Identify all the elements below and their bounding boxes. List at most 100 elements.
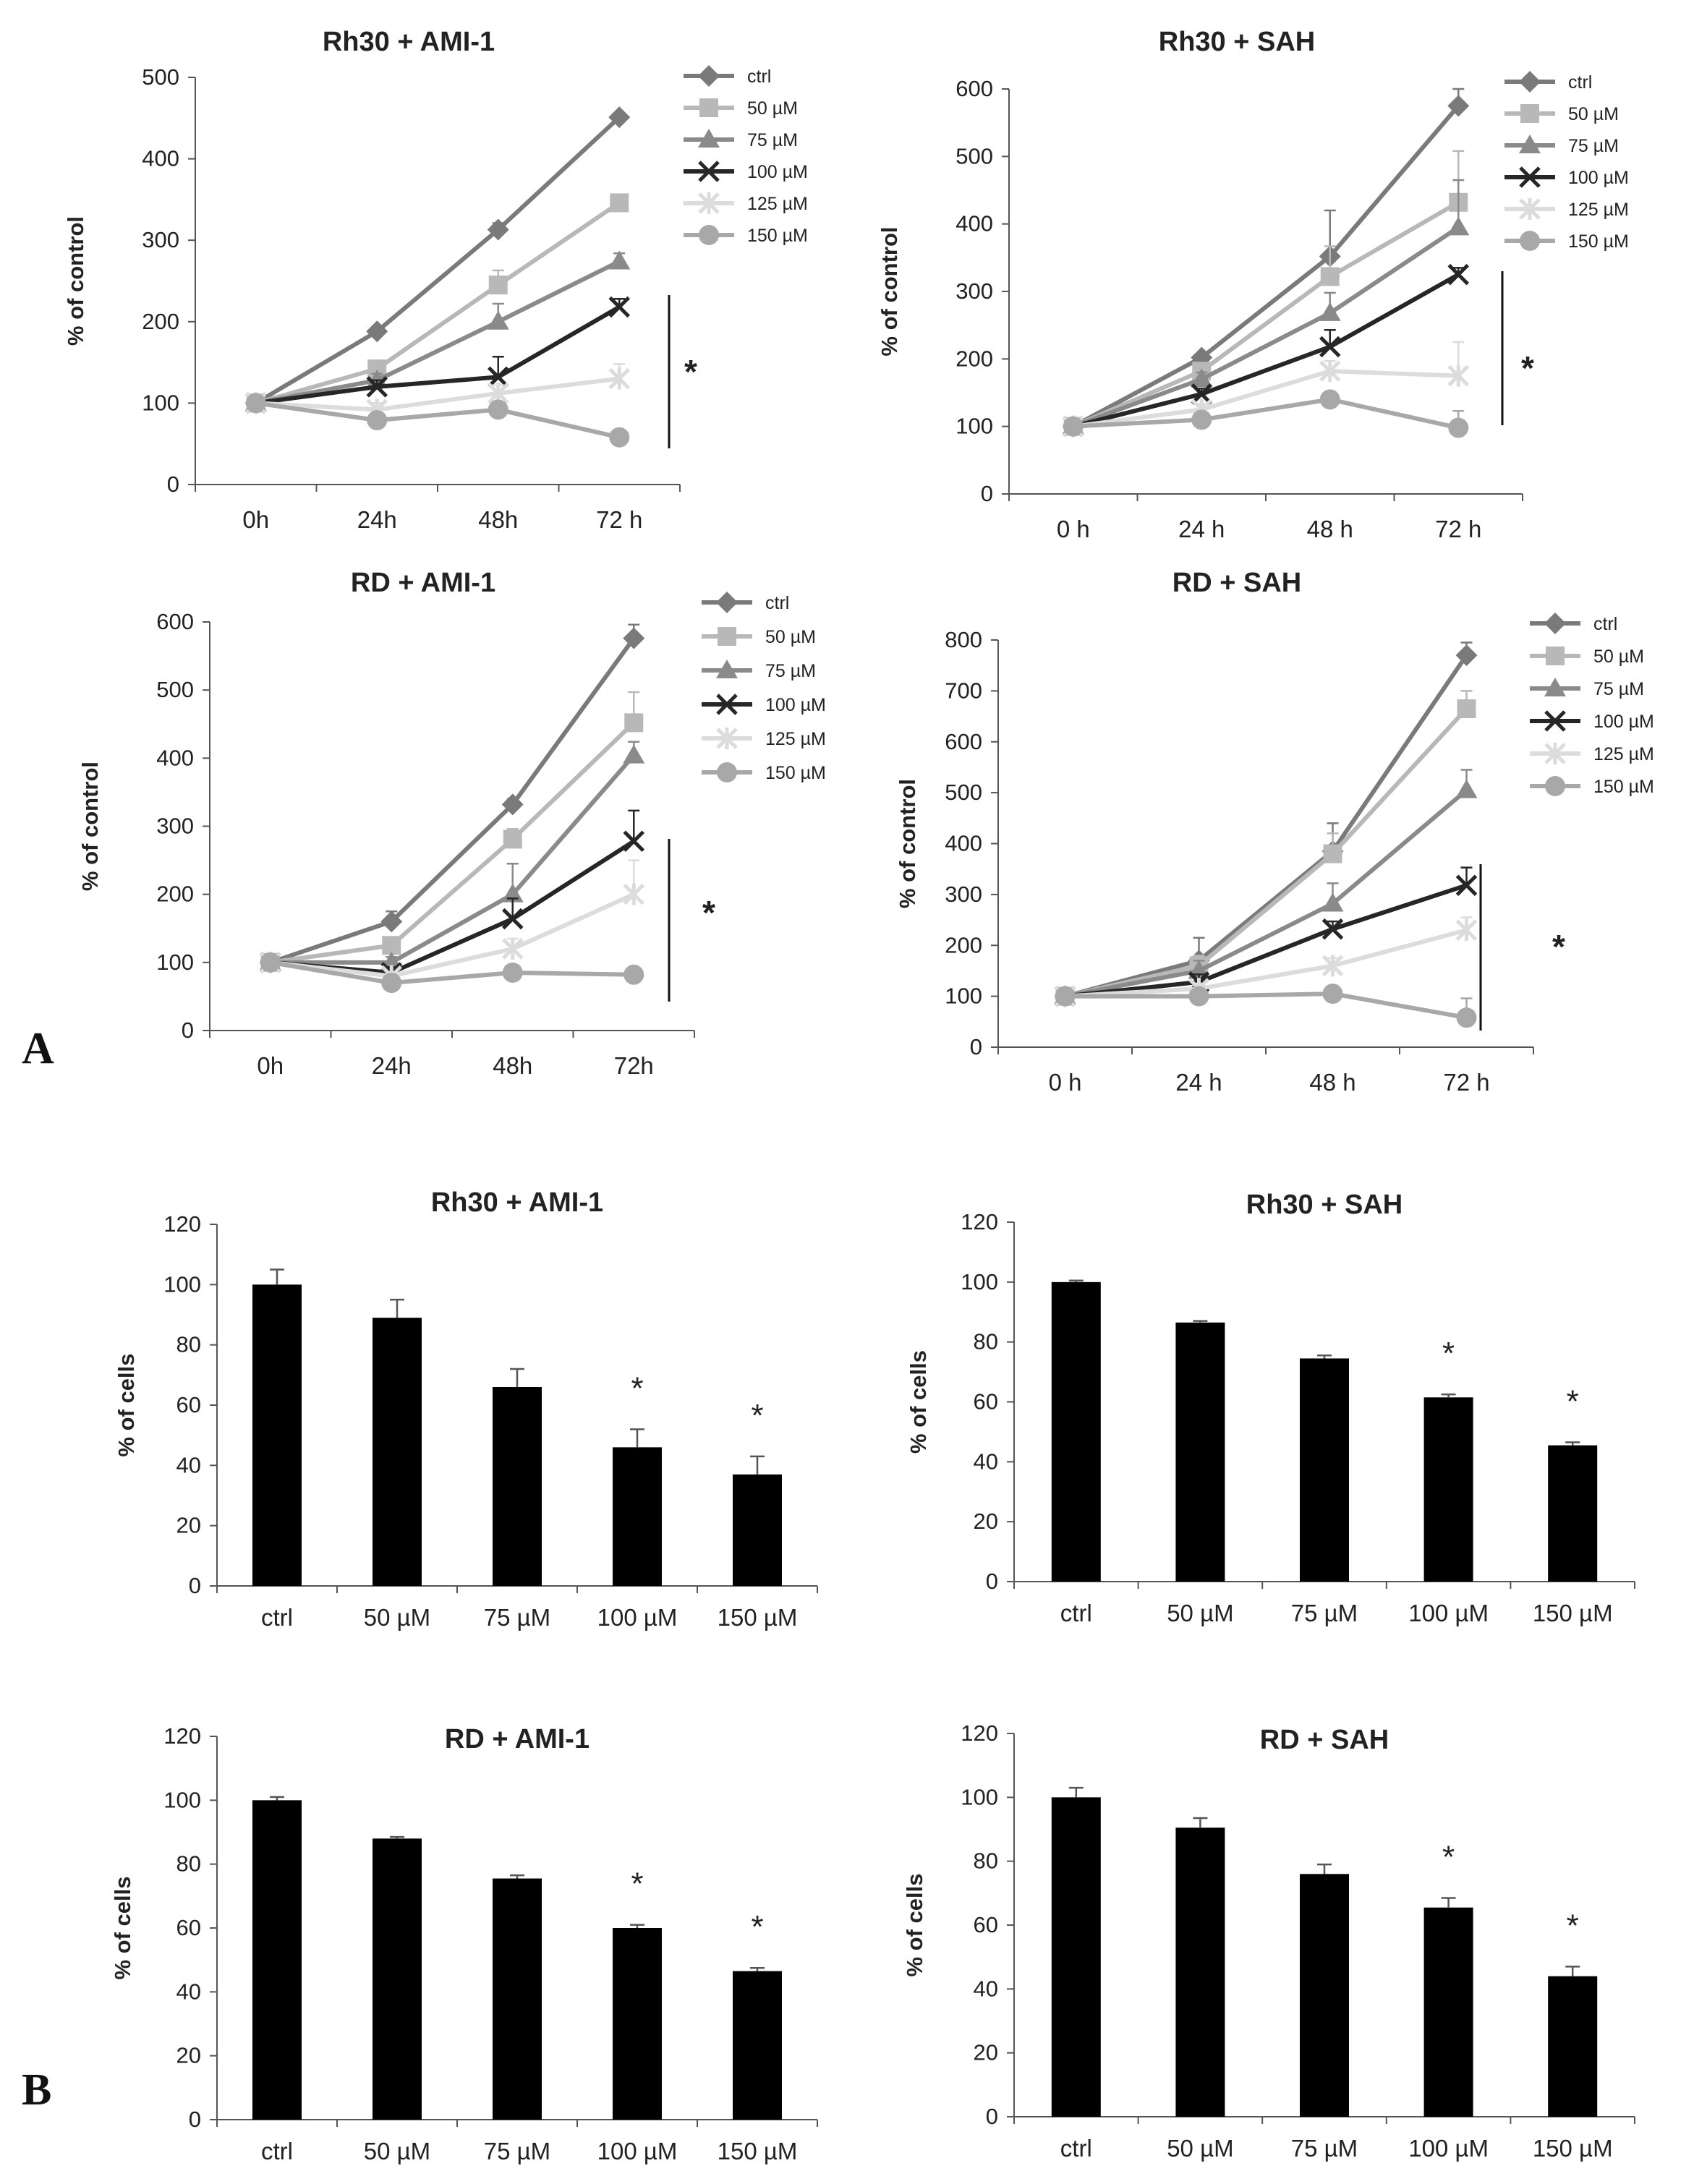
- significance-marker: *: [1567, 1908, 1579, 1943]
- error-bar: [750, 1455, 765, 1475]
- chart-4: RD + SAH 0 100 200 300 400 500 600 700 800 % of co…: [895, 568, 1654, 1096]
- x-tick-label: 24 h: [1175, 1069, 1222, 1096]
- y-tick-label: 600: [945, 729, 982, 754]
- data-point: [245, 393, 266, 414]
- legend-label: 75 µM: [765, 661, 816, 681]
- chart-1: Rh30 + AMI-1 0 100 200 300 400 500 % of control…: [63, 27, 808, 533]
- legend-label: 100 µM: [1593, 712, 1654, 732]
- legend-label: 125 µM: [1593, 744, 1654, 764]
- y-tick-label: 0: [981, 481, 993, 506]
- y-tick-label: 80: [176, 1851, 201, 1877]
- significance-marker: *: [631, 1867, 643, 1902]
- legend-marker: [717, 762, 737, 782]
- series-line: [255, 259, 621, 406]
- chart-title: Rh30 + SAH: [1159, 27, 1315, 57]
- chart-title: Rh30 + AMI-1: [431, 1187, 603, 1218]
- legend-label: 150 µM: [765, 763, 826, 783]
- data-point: [1456, 1007, 1477, 1028]
- series-5: [259, 859, 645, 987]
- y-tick-label: 20: [176, 1513, 201, 1538]
- series-line: [270, 754, 636, 965]
- x-tick-label: 150 µM: [718, 1604, 798, 1631]
- data-point: [1188, 986, 1209, 1007]
- data-point: [367, 410, 388, 431]
- y-tick-label: 100: [955, 414, 993, 439]
- data-point: [1063, 416, 1084, 437]
- y-tick-label: 300: [142, 227, 179, 252]
- x-tick-label: ctrl: [1060, 1600, 1092, 1626]
- x-tick-label: 150 µM: [718, 2138, 798, 2164]
- data-point: [1448, 417, 1469, 438]
- data-point: [501, 793, 524, 816]
- y-tick-label: 60: [974, 1389, 998, 1415]
- y-tick-label: 800: [945, 627, 982, 652]
- legend-label: 100 µM: [765, 695, 826, 715]
- data-point: [1455, 919, 1478, 942]
- legend-marker: [698, 129, 720, 148]
- series-line: [1065, 883, 1468, 999]
- data-point: [501, 908, 524, 930]
- error-bar: [1317, 1355, 1332, 1359]
- significance-marker: *: [702, 894, 715, 931]
- series-line: [255, 304, 621, 406]
- y-tick-label: 300: [955, 278, 993, 304]
- y-tick-label: 120: [163, 1723, 201, 1749]
- legend-marker: [1520, 231, 1540, 251]
- chart-title: RD + SAH: [1260, 1725, 1389, 1755]
- x-tick-label: 100 µM: [597, 2138, 678, 2164]
- legend-label: 150 µM: [1568, 231, 1629, 252]
- y-tick-label: 500: [142, 64, 179, 90]
- data-point: [623, 627, 645, 649]
- chart-6: Rh30 + SAH 0 20 40 60 80 100 120 % of cells ctrl 5…: [906, 1190, 1635, 1626]
- data-point: [1455, 644, 1478, 667]
- bar: [733, 1971, 782, 2120]
- data-point: [1322, 984, 1343, 1004]
- legend-label: 125 µM: [1568, 200, 1629, 220]
- x-tick-label: 50 µM: [364, 2138, 430, 2164]
- y-axis-title: % of control: [877, 226, 902, 356]
- chart-8: RD + SAH 0 20 40 60 80 100 120 % of cells ctrl 50 …: [902, 1720, 1635, 2162]
- error-bar: [270, 1796, 284, 1801]
- data-point: [487, 366, 509, 388]
- chart-title: Rh30 + SAH: [1246, 1190, 1403, 1220]
- error-bar: [390, 1835, 404, 1839]
- significance-marker: *: [1442, 1839, 1455, 1874]
- legend-label: ctrl: [1593, 614, 1617, 634]
- bar: [613, 1447, 662, 1586]
- y-tick-label: 120: [961, 1209, 998, 1234]
- data-point: [1191, 383, 1213, 405]
- error-bar: [1068, 1786, 1084, 1798]
- series-3: [1054, 769, 1478, 1004]
- legend-marker: [698, 161, 720, 182]
- bar: [1300, 1358, 1349, 1582]
- data-point: [380, 910, 403, 933]
- legend-marker: [716, 694, 738, 715]
- legend-marker: [1544, 710, 1566, 732]
- error-bar: [1193, 1320, 1208, 1323]
- legend: ctrl 50 µM 75 µM 100 µM 125 µM 150 µM: [1504, 71, 1629, 252]
- x-tick-label: 50 µM: [364, 1604, 430, 1631]
- y-tick-label: 400: [156, 745, 194, 770]
- series-1: [259, 623, 645, 973]
- error-bar: [506, 897, 519, 919]
- bar: [493, 1878, 542, 2120]
- legend-marker: [716, 592, 738, 613]
- data-point: [1447, 95, 1470, 117]
- data-point: [623, 830, 645, 852]
- series-line: [1064, 788, 1468, 999]
- significance-marker: *: [1521, 349, 1534, 387]
- data-point: [1055, 986, 1076, 1007]
- data-point: [1447, 263, 1470, 286]
- legend-marker: [716, 660, 738, 678]
- bar: [373, 1838, 422, 2120]
- data-point: [487, 310, 509, 330]
- bar: [252, 1284, 302, 1586]
- error-bar: [1565, 1966, 1580, 1976]
- error-bar: [750, 1966, 765, 1971]
- bar: [1175, 1322, 1225, 1582]
- y-tick-label: 0: [167, 472, 179, 497]
- y-tick-label: 100: [961, 1269, 998, 1294]
- data-point: [1323, 844, 1342, 863]
- y-tick-label: 60: [974, 1912, 998, 1937]
